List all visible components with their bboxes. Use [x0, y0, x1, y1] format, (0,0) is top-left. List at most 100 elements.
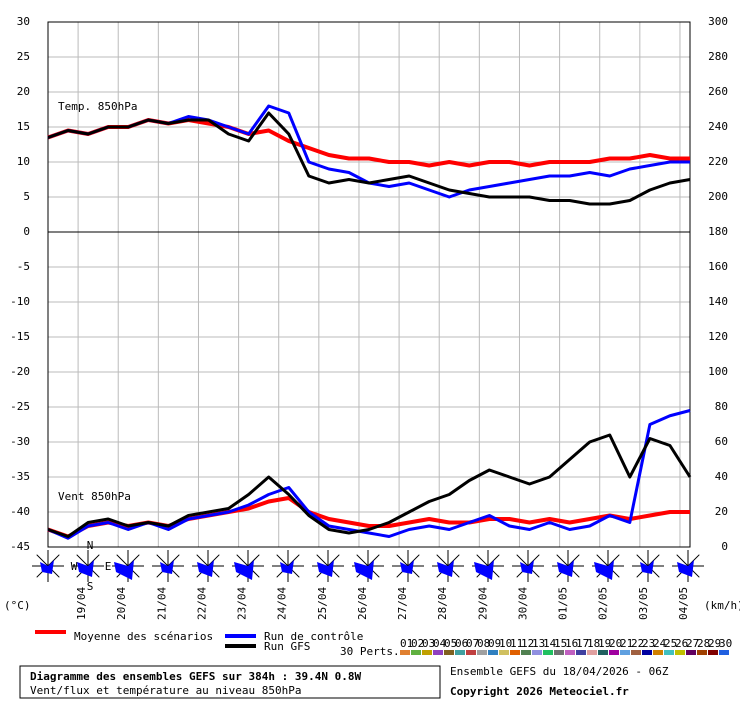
pert-number: 05: [444, 637, 457, 650]
x-tick-label: 30/04: [516, 587, 529, 620]
rose-shape: [677, 560, 694, 577]
rose-spoke: [76, 554, 89, 567]
y-tick-label: 15: [17, 120, 30, 133]
y-tick-label: -30: [10, 435, 30, 448]
rose-spoke: [356, 554, 369, 567]
rose-shape: [77, 560, 94, 577]
pert-swatch: [598, 650, 608, 655]
pert-number: 09: [488, 637, 501, 650]
pert-swatch: [477, 650, 487, 655]
pert-number: 10: [499, 637, 512, 650]
pert-swatch: [543, 650, 553, 655]
pert-number: 12: [521, 637, 534, 650]
y-tick-label: 0: [23, 225, 30, 238]
pert-number: 23: [642, 637, 655, 650]
pert-swatch: [521, 650, 531, 655]
rose-shape: [234, 560, 254, 580]
rose-shape: [114, 560, 134, 580]
pert-swatch: [719, 650, 729, 655]
pert-swatch: [609, 650, 619, 655]
rose-shape: [197, 560, 214, 577]
x-tick-label: 02/05: [597, 587, 610, 620]
pert-swatch: [708, 650, 718, 655]
y-tick-label: -40: [10, 505, 30, 518]
x-tick-label: 27/04: [396, 587, 409, 620]
unit-right: (km/h): [704, 599, 740, 612]
rose-shape: [317, 560, 334, 577]
pert-swatch: [466, 650, 476, 655]
pert-number: 24: [653, 637, 667, 650]
pert-number: 20: [609, 637, 622, 650]
footer-run: Ensemble GEFS du 18/04/2026 - 06Z: [450, 665, 669, 678]
legend-label: Moyenne des scénarios: [74, 630, 213, 643]
y2-tick-label: 200: [708, 190, 728, 203]
y2-tick-label: 140: [708, 295, 728, 308]
pert-swatch: [587, 650, 597, 655]
rose-spoke: [596, 554, 609, 567]
pert-swatch: [631, 650, 641, 655]
pert-number: 29: [708, 637, 721, 650]
plot-frame: [47, 231, 691, 548]
pert-number: 30: [719, 637, 732, 650]
x-tick-label: 23/04: [236, 587, 249, 620]
pert-swatch: [554, 650, 564, 655]
compass-label: N: [87, 539, 94, 552]
x-tick-label: 28/04: [436, 587, 449, 620]
y2-tick-label: 80: [715, 400, 728, 413]
pert-swatch: [642, 650, 652, 655]
pert-swatch: [620, 650, 630, 655]
y-tick-label: -15: [10, 330, 30, 343]
rose-shape: [640, 560, 654, 574]
pert-swatch: [433, 650, 443, 655]
perts-label: 30 Perts.: [340, 645, 400, 658]
rose-shape: [40, 560, 54, 574]
rose-shape: [474, 560, 494, 580]
footer-copyright: Copyright 2026 Meteociel.fr: [450, 685, 629, 698]
y-tick-label: -20: [10, 365, 30, 378]
pert-number: 18: [587, 637, 600, 650]
pert-number: 14: [543, 637, 557, 650]
series-line: [47, 111, 691, 206]
y2-tick-label: 240: [708, 120, 728, 133]
y2-tick-label: 220: [708, 155, 728, 168]
x-tick-label: 19/04: [75, 587, 88, 620]
y2-tick-label: 260: [708, 85, 728, 98]
compass-label: S: [87, 580, 94, 593]
x-tick-label: 01/05: [557, 587, 570, 620]
pert-number: 03: [422, 637, 435, 650]
pert-number: 11: [510, 637, 523, 650]
pert-swatch: [488, 650, 498, 655]
y-tick-label: 10: [17, 155, 30, 168]
pert-swatch: [664, 650, 674, 655]
x-tick-label: 29/04: [476, 587, 489, 620]
pert-number: 02: [411, 637, 424, 650]
series-line: [47, 433, 692, 538]
pert-number: 01: [400, 637, 413, 650]
x-tick-label: 25/04: [316, 587, 329, 620]
rose-shape: [400, 560, 414, 574]
y-tick-label: -45: [10, 540, 30, 553]
pert-swatch: [532, 650, 542, 655]
rose-spoke: [276, 554, 289, 567]
pert-number: 16: [565, 637, 578, 650]
footer-title: Diagramme des ensembles GEFS sur 384h : …: [30, 670, 362, 683]
x-tick-label: 03/05: [637, 587, 650, 620]
pert-number: 17: [576, 637, 589, 650]
unit-left: (°C): [4, 599, 31, 612]
pert-swatch: [686, 650, 696, 655]
compass-label: E: [105, 560, 112, 573]
footer-subtitle: Vent/flux et température au niveau 850hP…: [30, 684, 302, 697]
pert-number: 07: [466, 637, 479, 650]
y2-tick-label: 20: [715, 505, 728, 518]
y2-tick-label: 160: [708, 260, 728, 273]
pert-swatch: [411, 650, 421, 655]
rose-spoke: [316, 554, 329, 567]
rose-spoke: [196, 554, 209, 567]
y-tick-label: 25: [17, 50, 30, 63]
pert-number: 25: [664, 637, 677, 650]
pert-number: 26: [675, 637, 688, 650]
x-tick-label: 04/05: [677, 587, 690, 620]
rose-shape: [354, 560, 374, 580]
y-tick-label: -35: [10, 470, 30, 483]
